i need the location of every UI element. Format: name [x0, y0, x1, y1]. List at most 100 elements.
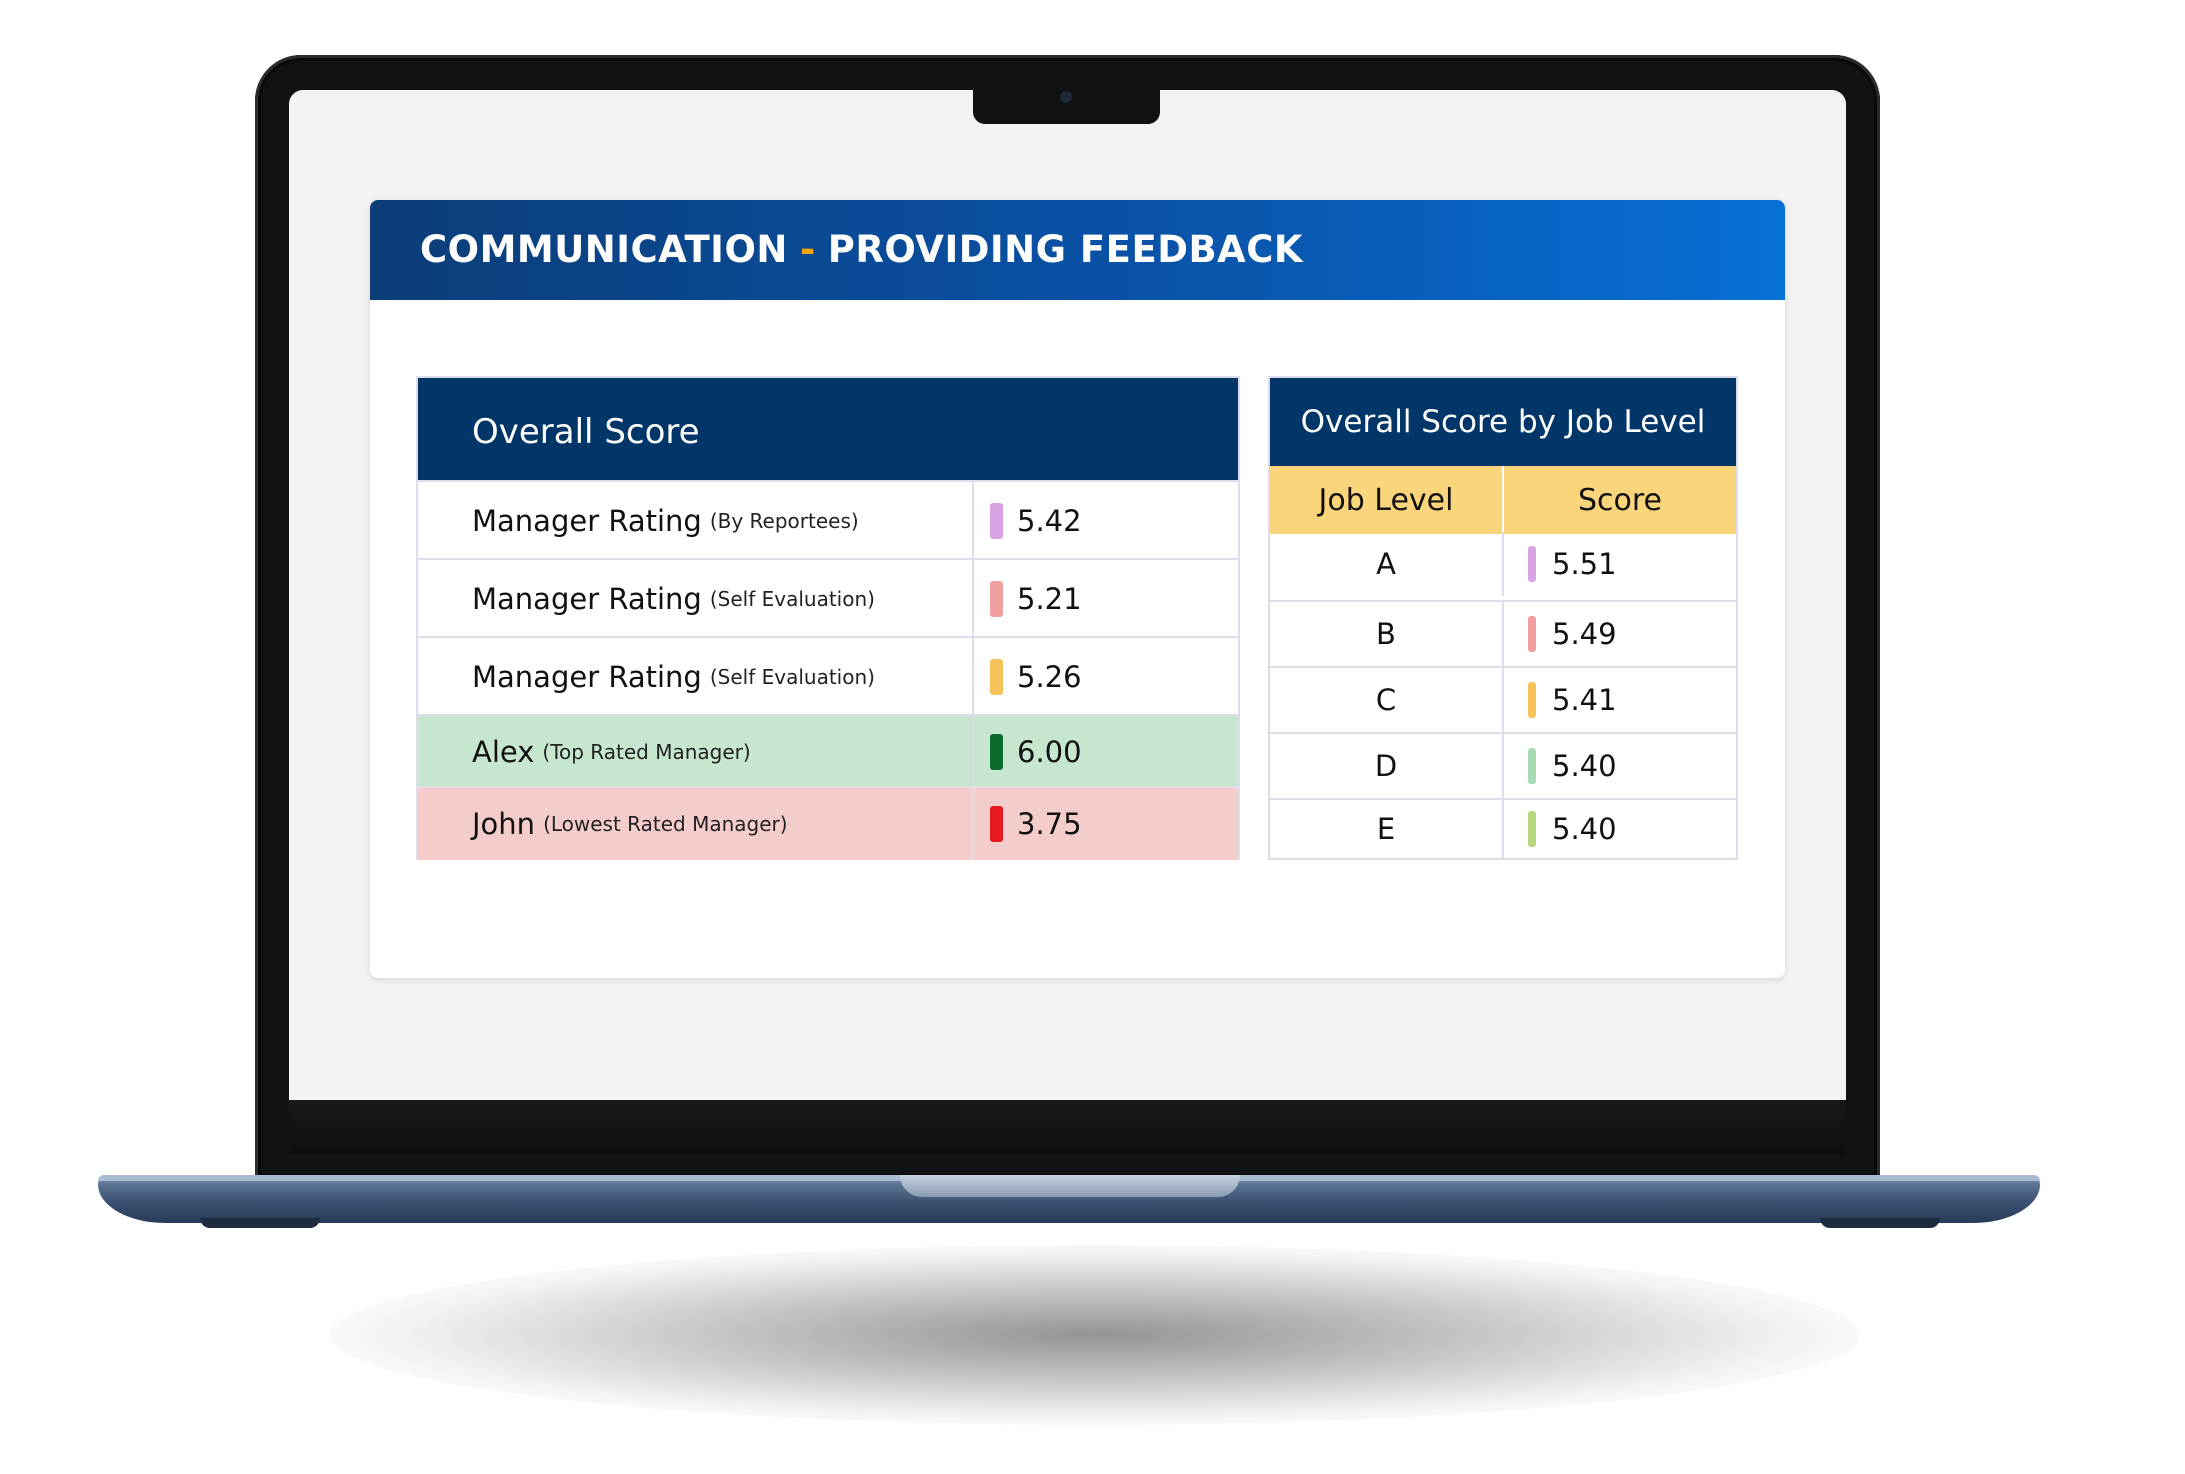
- row-label-cell: Alex (Top Rated Manager): [472, 716, 972, 788]
- dashboard-card: COMMUNICATION - PROVIDING FEEDBACK Overall…: [370, 200, 1785, 978]
- row-sublabel: (Top Rated Manager): [542, 740, 751, 764]
- job-level-label: B: [1376, 617, 1396, 651]
- card-header: COMMUNICATION - PROVIDING FEEDBACK: [370, 200, 1785, 300]
- level-score-cell: 5.40: [1528, 734, 1728, 798]
- row-label-cell: Manager Rating (Self Evaluation): [472, 638, 972, 716]
- row-score: 6.00: [1017, 735, 1082, 769]
- job-level-column-headers: Job Level Score: [1270, 466, 1736, 534]
- row-score: 5.42: [1017, 504, 1082, 538]
- row-score: 3.75: [1017, 807, 1082, 841]
- level-cell: B: [1270, 602, 1502, 666]
- row-score-cell: 3.75: [990, 788, 1230, 860]
- level-score-cell: 5.40: [1528, 800, 1728, 858]
- job-level-score: 5.40: [1552, 749, 1617, 783]
- score-color-bar: [990, 581, 1003, 617]
- row-score: 5.26: [1017, 660, 1082, 694]
- row-divider: [1502, 532, 1504, 596]
- row-divider: [1502, 800, 1504, 858]
- overall-score-row: John (Lowest Rated Manager) 3.75: [418, 786, 1238, 860]
- job-level-label: E: [1376, 812, 1396, 846]
- column-header-job-level: Job Level: [1270, 466, 1502, 534]
- row-score-cell: 5.21: [990, 560, 1230, 638]
- row-divider: [1502, 668, 1504, 732]
- overall-score-heading: Overall Score: [472, 412, 700, 452]
- level-cell: E: [1270, 800, 1502, 858]
- row-sublabel: (By Reportees): [709, 509, 859, 533]
- score-color-bar: [1528, 748, 1536, 784]
- laptop-foot-left: [200, 1218, 320, 1228]
- score-color-bar: [990, 659, 1003, 695]
- row-divider: [972, 482, 974, 560]
- column-header-score-text: Score: [1577, 482, 1663, 518]
- job-level-label: C: [1375, 683, 1397, 717]
- laptop-opening-notch: [900, 1175, 1240, 1197]
- job-level-row: A 5.51: [1270, 532, 1736, 596]
- score-color-bar: [1528, 811, 1536, 847]
- row-label-cell: Manager Rating (By Reportees): [472, 482, 972, 560]
- score-color-bar: [990, 503, 1003, 539]
- title-topic: COMMUNICATION: [420, 228, 788, 271]
- score-color-bar: [1528, 682, 1536, 718]
- row-sublabel: (Self Evaluation): [709, 587, 875, 611]
- row-divider: [972, 716, 974, 788]
- row-score-cell: 6.00: [990, 716, 1230, 788]
- row-score: 5.21: [1017, 582, 1082, 616]
- level-cell: D: [1270, 734, 1502, 798]
- row-divider: [1502, 734, 1504, 798]
- row-label-cell: John (Lowest Rated Manager): [472, 788, 972, 860]
- laptop-foot-right: [1820, 1218, 1940, 1228]
- column-header-job-level-text: Job Level: [1318, 482, 1454, 518]
- overall-score-row: Manager Rating (Self Evaluation) 5.26: [418, 636, 1238, 716]
- job-level-row: D 5.40: [1270, 732, 1736, 798]
- row-divider: [972, 788, 974, 860]
- job-level-score: 5.51: [1552, 547, 1617, 581]
- overall-score-row: Alex (Top Rated Manager) 6.00: [418, 714, 1238, 788]
- score-color-bar: [1528, 616, 1536, 652]
- column-header-score: Score: [1504, 466, 1736, 534]
- job-level-label: D: [1374, 749, 1398, 783]
- row-label: Manager Rating: [472, 504, 702, 538]
- job-level-score: 5.49: [1552, 617, 1617, 651]
- row-divider: [972, 638, 974, 716]
- row-score-cell: 5.42: [990, 482, 1230, 560]
- overall-score-row: Manager Rating (Self Evaluation) 5.21: [418, 558, 1238, 638]
- job-level-row: E 5.40: [1270, 798, 1736, 858]
- row-divider: [972, 560, 974, 638]
- row-sublabel: (Self Evaluation): [709, 665, 875, 689]
- level-score-cell: 5.49: [1528, 602, 1728, 666]
- job-level-score: 5.41: [1552, 683, 1617, 717]
- job-level-row: B 5.49: [1270, 600, 1736, 666]
- job-level-header: Overall Score by Job Level: [1270, 378, 1736, 466]
- title-separator: -: [799, 228, 816, 271]
- job-level-table: Overall Score by Job Level Job Level Sco…: [1268, 376, 1738, 860]
- overall-score-row: Manager Rating (By Reportees) 5.42: [418, 480, 1238, 560]
- title-subtopic: PROVIDING FEEDBACK: [827, 228, 1304, 271]
- row-label: John: [472, 807, 536, 841]
- row-score-cell: 5.26: [990, 638, 1230, 716]
- job-level-label: A: [1376, 547, 1396, 581]
- screen-bottom-bezel: [289, 1100, 1846, 1155]
- row-label-cell: Manager Rating (Self Evaluation): [472, 560, 972, 638]
- level-cell: A: [1270, 532, 1502, 596]
- job-level-row: C 5.41: [1270, 666, 1736, 732]
- row-divider: [1502, 602, 1504, 666]
- level-score-cell: 5.41: [1528, 668, 1728, 732]
- overall-score-header: Overall Score: [418, 378, 1238, 480]
- level-score-cell: 5.51: [1528, 532, 1728, 596]
- page-title: COMMUNICATION - PROVIDING FEEDBACK: [420, 228, 1303, 271]
- job-level-score: 5.40: [1552, 812, 1617, 846]
- column-divider: [1502, 466, 1504, 534]
- score-color-bar: [990, 734, 1003, 770]
- camera-icon: [1061, 92, 1071, 102]
- floor-shadow: [330, 1245, 1860, 1425]
- score-color-bar: [1528, 546, 1536, 582]
- row-label: Manager Rating: [472, 582, 702, 616]
- row-sublabel: (Lowest Rated Manager): [543, 812, 788, 836]
- level-cell: C: [1270, 668, 1502, 732]
- row-label: Alex: [472, 735, 535, 769]
- job-level-heading: Overall Score by Job Level: [1300, 404, 1706, 440]
- score-color-bar: [990, 806, 1003, 842]
- overall-score-table: Overall Score Manager Rating (By Reportee…: [416, 376, 1240, 860]
- row-label: Manager Rating: [472, 660, 702, 694]
